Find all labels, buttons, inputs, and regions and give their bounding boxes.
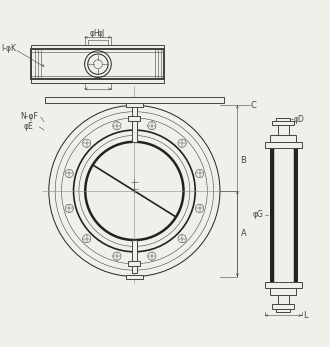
- Bar: [128, 261, 140, 266]
- Text: φH: φH: [89, 29, 100, 38]
- Bar: [272, 121, 294, 125]
- Bar: [265, 142, 302, 147]
- Bar: [270, 142, 297, 288]
- Bar: [278, 125, 289, 135]
- Text: φD: φD: [294, 115, 305, 124]
- Text: C: C: [251, 101, 257, 110]
- Text: A: A: [241, 229, 246, 238]
- Bar: [31, 49, 164, 79]
- Bar: [271, 288, 296, 295]
- Bar: [132, 103, 137, 142]
- Bar: [126, 103, 143, 107]
- Text: I-φK: I-φK: [2, 44, 16, 53]
- Bar: [272, 304, 294, 308]
- Text: L: L: [303, 311, 308, 320]
- Text: B: B: [241, 156, 247, 166]
- Bar: [271, 135, 296, 142]
- Text: φJ: φJ: [98, 29, 105, 38]
- Bar: [128, 116, 140, 121]
- Text: φE: φE: [23, 122, 33, 131]
- Bar: [277, 308, 290, 312]
- Bar: [132, 240, 137, 273]
- Bar: [45, 97, 224, 103]
- Bar: [265, 282, 302, 288]
- Bar: [126, 274, 143, 279]
- Bar: [277, 118, 290, 121]
- Bar: [31, 79, 164, 83]
- Bar: [31, 45, 164, 49]
- Text: φG: φG: [252, 210, 263, 219]
- Text: N-φF: N-φF: [20, 112, 38, 121]
- Bar: [278, 295, 289, 304]
- Bar: [273, 146, 294, 284]
